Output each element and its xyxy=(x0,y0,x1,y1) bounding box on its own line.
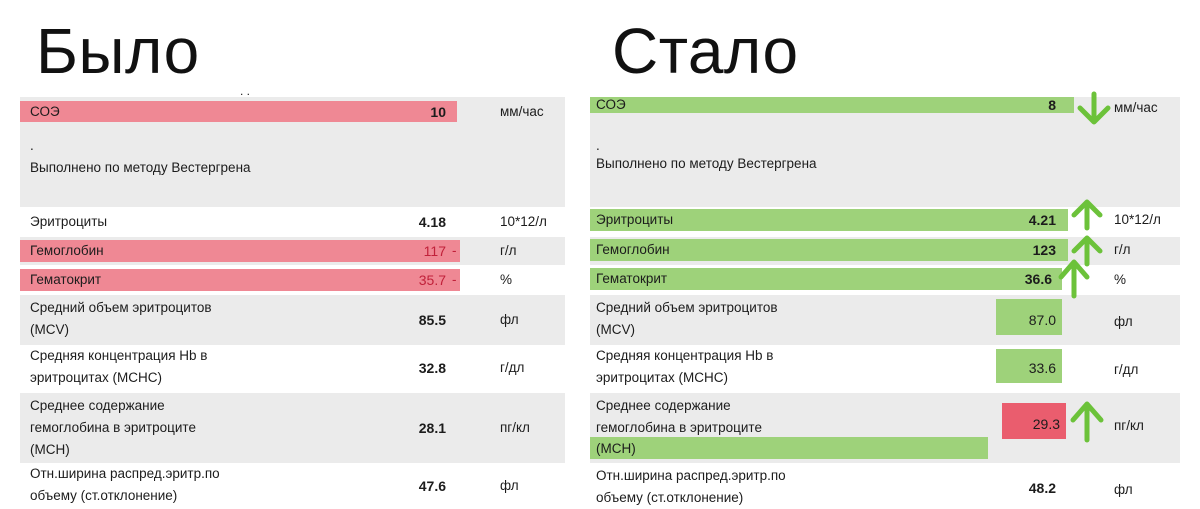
rbc-unit: 10*12/л xyxy=(500,214,547,229)
hgb-highlight xyxy=(20,240,460,262)
rdw-value: 47.6 xyxy=(418,478,446,494)
mch-value: 28.1 xyxy=(418,420,446,436)
hgb-highlight-after xyxy=(590,239,1068,261)
mcv-value-after: 87.0 xyxy=(1028,312,1056,328)
hct-unit: % xyxy=(500,272,513,287)
rbc-value: 4.18 xyxy=(418,214,446,230)
before-title: Было xyxy=(36,15,200,87)
hgb-unit-after: г/л xyxy=(1114,242,1131,257)
soe-unit: мм/час xyxy=(500,104,544,119)
hct-value: 35.7 xyxy=(418,272,446,288)
soe-name-after: СОЭ xyxy=(596,97,626,112)
hgb-value: 117 xyxy=(423,243,446,259)
mch-row xyxy=(20,393,565,463)
mchc-value-after: 33.6 xyxy=(1028,360,1056,376)
mcv-name-1-after: Средний объем эритроцитов xyxy=(596,300,778,315)
hct-highlight xyxy=(20,269,460,291)
method-note-after: Выполнено по методу Вестергрена xyxy=(596,156,817,171)
hgb-value-after: 123 xyxy=(1032,242,1056,258)
stray-dots: . . xyxy=(240,84,251,98)
hct-highlight-after xyxy=(590,268,1062,290)
method-dot: . xyxy=(30,138,34,153)
hct-name: Гематокрит xyxy=(30,272,102,287)
soe-value-after: 8 xyxy=(1048,97,1056,113)
hgb-name-after: Гемоглобин xyxy=(596,242,670,257)
mchc-unit-after: г/дл xyxy=(1114,362,1139,377)
rdw-name-1-after: Отн.ширина распред.эритр.по xyxy=(596,468,786,483)
method-note: Выполнено по методу Вестергрена xyxy=(30,160,251,175)
hgb-unit: г/л xyxy=(500,243,517,258)
rdw-name-2-after: объему (ст.отклонение) xyxy=(596,490,744,505)
mch-name-3: (MCH) xyxy=(30,442,70,457)
mch-name-1: Среднее содержание xyxy=(30,398,165,413)
rbc-value-after: 4.21 xyxy=(1028,212,1056,228)
mch-name-1-after: Среднее содержание xyxy=(596,398,731,413)
hct-unit-after: % xyxy=(1114,272,1127,287)
mchc-highlight-after xyxy=(996,349,1062,383)
soe-name: СОЭ xyxy=(30,104,60,119)
mchc-name-1-after: Средняя концентрация Hb в xyxy=(596,348,774,363)
hct-flag: - xyxy=(452,272,457,287)
mch-unit: пг/кл xyxy=(500,420,530,435)
soe-highlight xyxy=(20,101,457,122)
after-title: Стало xyxy=(612,15,799,87)
mcv-name-2-after: (MCV) xyxy=(596,322,635,337)
mcv-row xyxy=(20,295,565,345)
mcv-unit-after: фл xyxy=(1114,314,1133,329)
rdw-name-2: объему (ст.отклонение) xyxy=(30,488,178,503)
hct-name-after: Гематокрит xyxy=(596,271,668,286)
hgb-flag: - xyxy=(452,243,457,258)
mcv-row-after xyxy=(590,295,1180,345)
soe-unit-after: мм/час xyxy=(1114,100,1158,115)
mchc-unit: г/дл xyxy=(500,360,525,375)
mch-value-after: 29.3 xyxy=(1032,416,1060,432)
before-panel: СОЭ 10 мм/час . Выполнено по методу Вест… xyxy=(20,97,565,508)
rbc-name: Эритроциты xyxy=(30,214,108,229)
mchc-name-2-after: эритроцитах (MCHC) xyxy=(596,370,728,385)
rdw-unit: фл xyxy=(500,478,519,493)
mchc-name-2: эритроцитах (MCHC) xyxy=(30,370,162,385)
rbc-name-after: Эритроциты xyxy=(596,212,674,227)
rdw-name-1: Отн.ширина распред.эритр.по xyxy=(30,466,220,481)
soe-value: 10 xyxy=(430,104,446,120)
mchc-name-1: Средняя концентрация Hb в xyxy=(30,348,208,363)
mcv-highlight-after xyxy=(996,299,1062,335)
soe-highlight-after xyxy=(590,97,1074,113)
mcv-name-1: Средний объем эритроцитов xyxy=(30,300,212,315)
after-panel: СОЭ 8 мм/час . Выполнено по методу Весте… xyxy=(590,97,1190,508)
mch-name-2: гемоглобина в эритроците xyxy=(30,420,196,435)
mcv-value: 85.5 xyxy=(418,312,446,328)
mch-unit-after: пг/кл xyxy=(1114,418,1144,433)
rbc-highlight-after xyxy=(590,209,1068,231)
mch-highlight-after xyxy=(1002,403,1066,439)
rbc-unit-after: 10*12/л xyxy=(1114,212,1161,227)
mcv-unit: фл xyxy=(500,312,519,327)
mch-name-3-after: (MCH) xyxy=(596,441,636,456)
mch-name-2-after: гемоглобина в эритроците xyxy=(596,420,762,435)
rdw-value-after: 48.2 xyxy=(1028,480,1056,496)
method-dot-after: . xyxy=(596,138,600,153)
hct-value-after: 36.6 xyxy=(1024,271,1052,287)
mch-label-highlight-after xyxy=(590,437,988,459)
hgb-name: Гемоглобин xyxy=(30,243,104,258)
mcv-name-2: (MCV) xyxy=(30,322,69,337)
rdw-unit-after: фл xyxy=(1114,482,1133,497)
mchc-value: 32.8 xyxy=(418,360,446,376)
